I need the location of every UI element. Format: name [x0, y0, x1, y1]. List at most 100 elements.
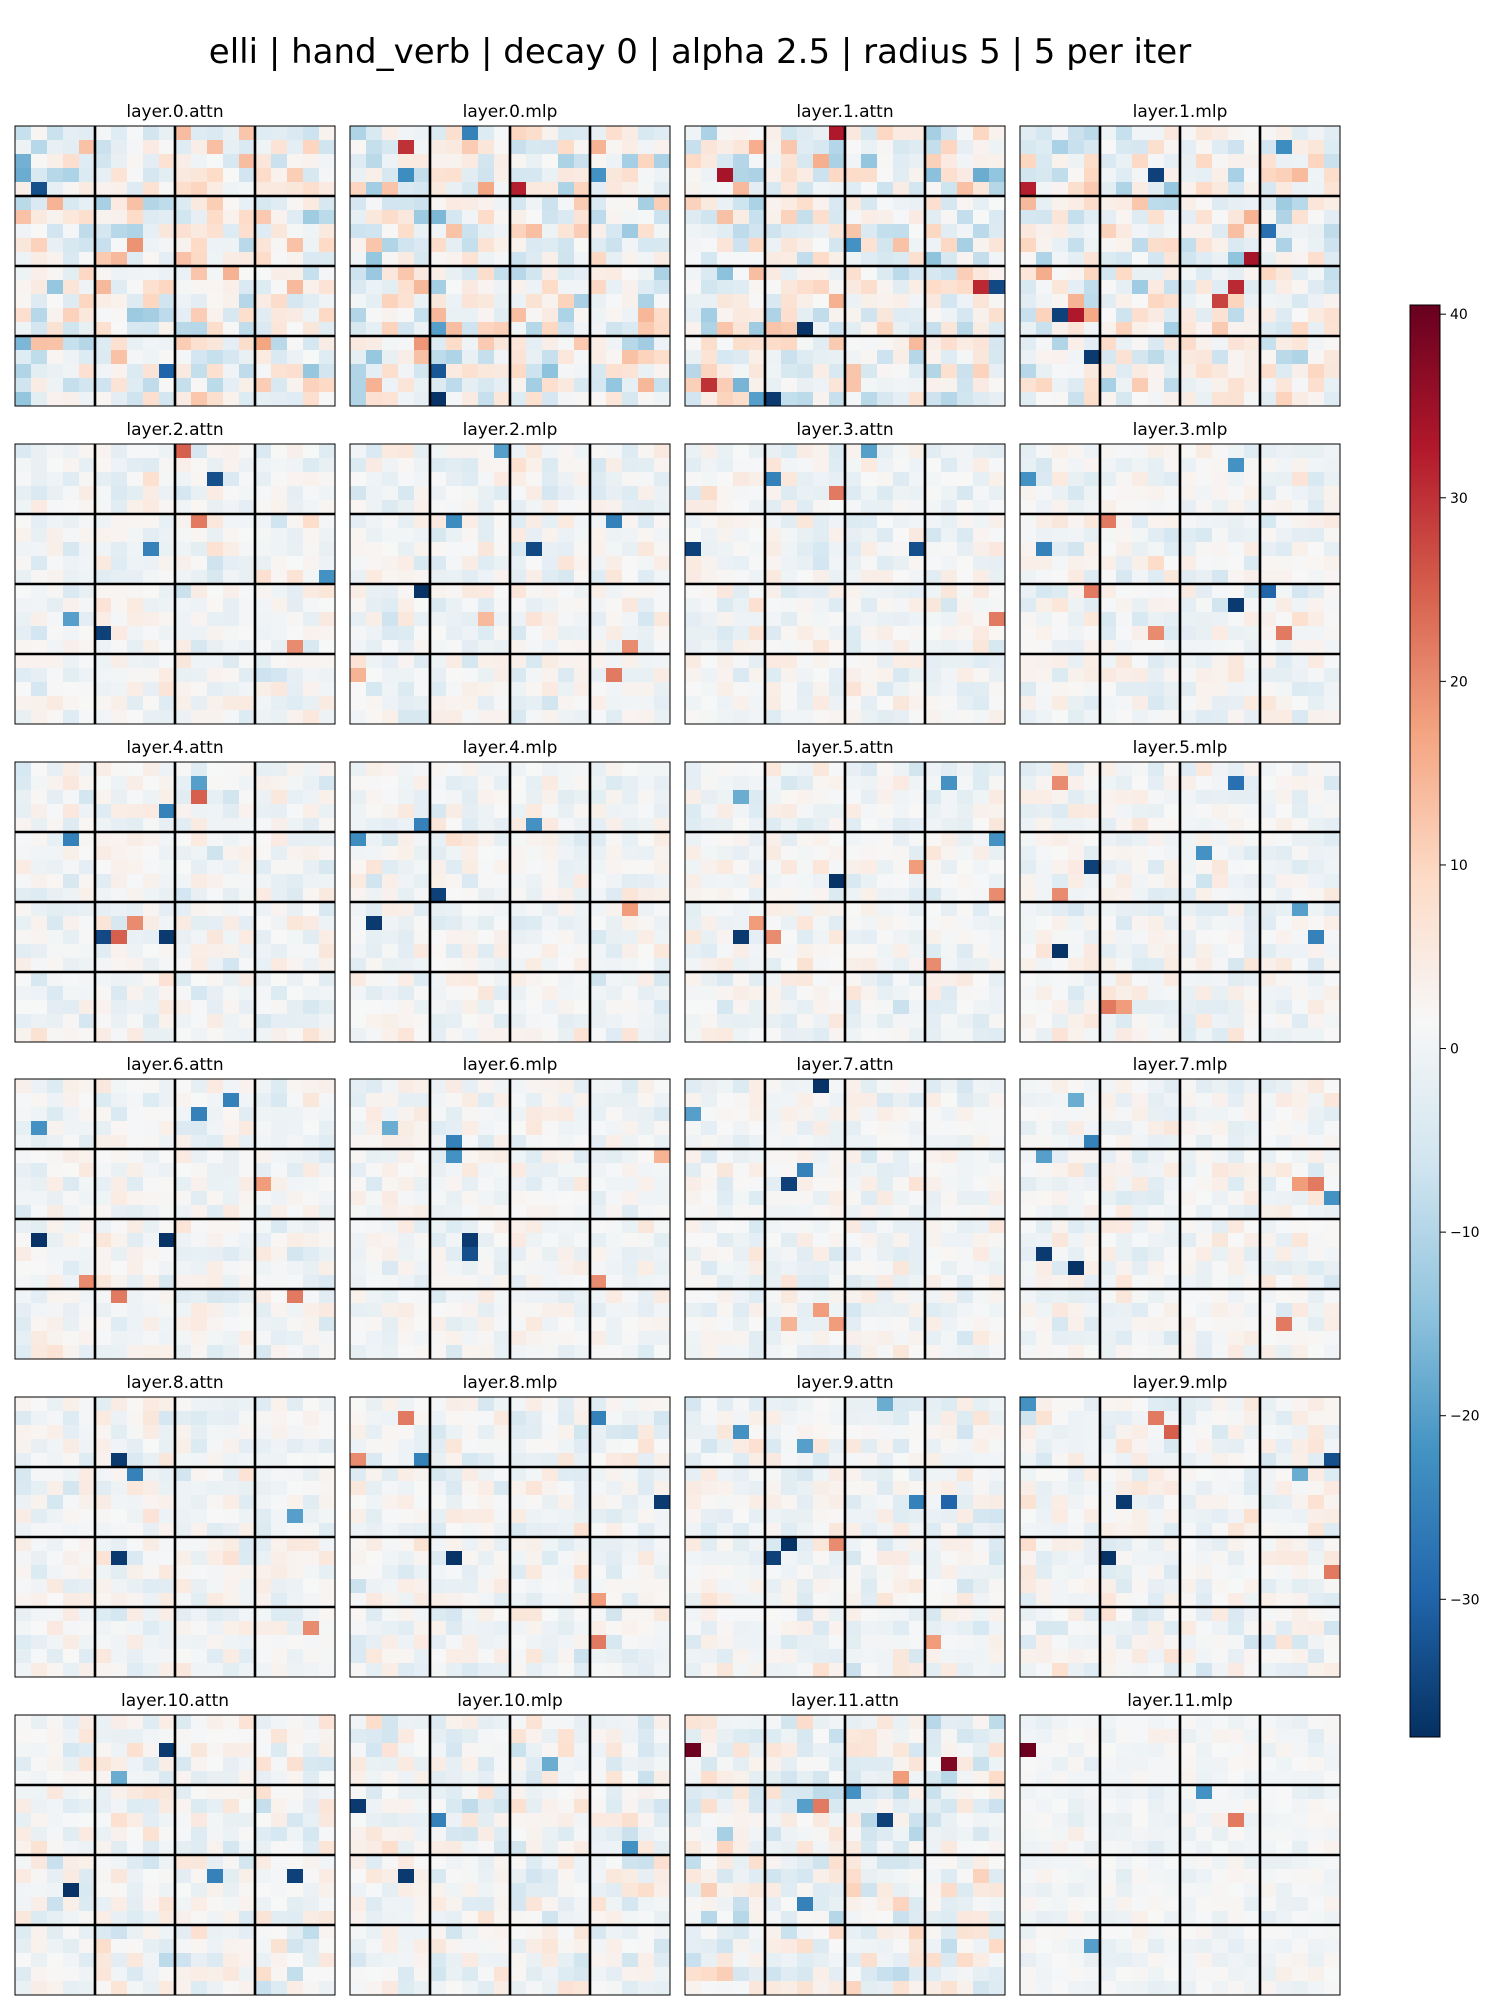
heatmap-cell: [1148, 266, 1164, 280]
heatmap-cell: [526, 626, 542, 640]
heatmap-cell: [95, 392, 111, 406]
heatmap-cell: [1084, 224, 1100, 238]
heatmap-cell: [207, 570, 223, 584]
heatmap-cell: [287, 804, 303, 818]
heatmap-cell: [590, 528, 606, 542]
heatmap-cell: [861, 126, 877, 140]
heatmap-cell: [638, 612, 654, 626]
heatmap-cell: [1292, 570, 1308, 584]
heatmap-cell: [255, 294, 271, 308]
heatmap-cell: [877, 584, 893, 598]
heatmap-cell: [95, 598, 111, 612]
heatmap-cell: [989, 500, 1005, 514]
heatmap-cell: [47, 1107, 63, 1121]
heatmap-cell: [31, 804, 47, 818]
heatmap-cell: [446, 654, 462, 668]
heatmap-cell: [925, 364, 941, 378]
heatmap-cell: [287, 500, 303, 514]
heatmap-cell: [829, 514, 845, 528]
heatmap-cell: [191, 696, 207, 710]
heatmap-cell: [191, 668, 207, 682]
heatmap-cell: [941, 224, 957, 238]
heatmap-cell: [47, 776, 63, 790]
heatmap-cell: [1084, 640, 1100, 654]
heatmap-cell: [877, 514, 893, 528]
heatmap-cell: [79, 500, 95, 514]
heatmap-cell: [271, 280, 287, 294]
heatmap-cell: [973, 710, 989, 724]
heatmap-cell: [685, 916, 701, 930]
heatmap-cell: [749, 762, 765, 776]
heatmap-cell: [622, 350, 638, 364]
heatmap-cell: [398, 266, 414, 280]
heatmap-panel: layer.3.mlp: [1020, 420, 1340, 724]
heatmap-cell: [510, 972, 526, 986]
heatmap-cell: [303, 126, 319, 140]
heatmap-cell: [350, 364, 366, 378]
heatmap-cell: [909, 668, 925, 682]
heatmap-cell: [63, 556, 79, 570]
heatmap-cell: [1324, 458, 1340, 472]
heatmap-cell: [1196, 168, 1212, 182]
heatmap-cell: [1084, 762, 1100, 776]
heatmap-cell: [733, 500, 749, 514]
heatmap-cell: [829, 252, 845, 266]
heatmap-cell: [63, 140, 79, 154]
heatmap-cell: [1132, 958, 1148, 972]
heatmap-cell: [366, 790, 382, 804]
heatmap-cell: [749, 458, 765, 472]
heatmap-cell: [957, 654, 973, 668]
heatmap-cell: [941, 556, 957, 570]
heatmap-cell: [303, 804, 319, 818]
heatmap-cell: [1100, 140, 1116, 154]
heatmap-cell: [1036, 832, 1052, 846]
heatmap-cell: [462, 528, 478, 542]
heatmap-cell: [366, 308, 382, 322]
heatmap-cell: [47, 584, 63, 598]
heatmap-cell: [510, 790, 526, 804]
heatmap-cell: [255, 860, 271, 874]
heatmap-cell: [1324, 916, 1340, 930]
heatmap-cell: [941, 1000, 957, 1014]
heatmap-cell: [685, 350, 701, 364]
heatmap-cell: [765, 196, 781, 210]
heatmap-cell: [414, 444, 430, 458]
heatmap-cell: [781, 294, 797, 308]
heatmap-cell: [446, 584, 462, 598]
heatmap-cell: [925, 168, 941, 182]
heatmap-cell: [749, 682, 765, 696]
heatmap-cell: [79, 944, 95, 958]
heatmap-cell: [319, 818, 335, 832]
heatmap-cell: [813, 294, 829, 308]
heatmap-cell: [893, 210, 909, 224]
heatmap-cell: [590, 444, 606, 458]
heatmap-cell: [797, 1028, 813, 1042]
heatmap-cell: [143, 1121, 159, 1135]
heatmap-cell: [494, 542, 510, 556]
heatmap-cell: [893, 556, 909, 570]
heatmap-cell: [1324, 668, 1340, 682]
heatmap-cell: [542, 444, 558, 458]
heatmap-cell: [1164, 542, 1180, 556]
heatmap-cell: [478, 682, 494, 696]
heatmap-cell: [319, 308, 335, 322]
heatmap-cell: [79, 154, 95, 168]
heatmap-cell: [797, 986, 813, 1000]
heatmap-cell: [781, 668, 797, 682]
heatmap-cell: [303, 986, 319, 1000]
heatmap-cell: [223, 182, 239, 196]
heatmap-cell: [638, 972, 654, 986]
heatmap-cell: [845, 958, 861, 972]
heatmap-cell: [127, 322, 143, 336]
heatmap-cell: [255, 210, 271, 224]
heatmap-cell: [15, 140, 31, 154]
heatmap-cell: [685, 804, 701, 818]
heatmap-cell: [319, 378, 335, 392]
heatmap-cell: [1180, 682, 1196, 696]
heatmap-cell: [414, 154, 430, 168]
heatmap-cell: [15, 626, 31, 640]
heatmap-cell: [143, 790, 159, 804]
heatmap-cell: [606, 958, 622, 972]
heatmap-cell: [957, 682, 973, 696]
heatmap-cell: [287, 790, 303, 804]
